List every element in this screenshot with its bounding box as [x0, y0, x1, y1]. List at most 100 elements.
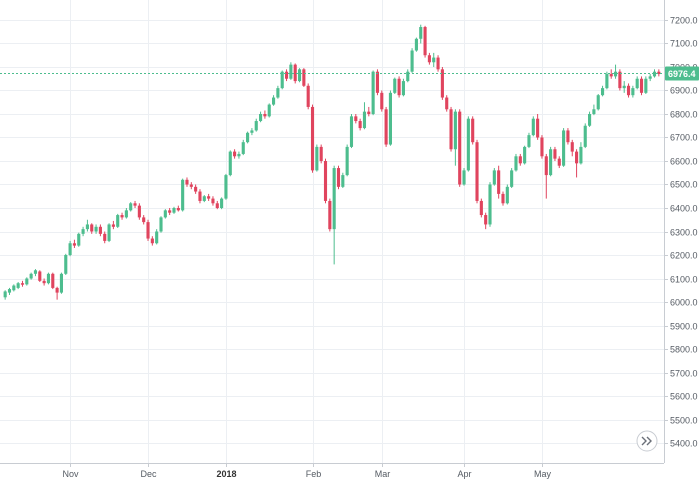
- candle-body: [202, 196, 206, 201]
- candle-body: [453, 111, 457, 150]
- x-tick-label: 2018: [216, 469, 236, 479]
- x-tick-label: Mar: [375, 469, 391, 479]
- candle-down: [380, 90, 384, 112]
- candle-body: [553, 149, 557, 159]
- candle-up: [652, 69, 657, 78]
- candle-down: [323, 158, 328, 204]
- candle-down: [146, 219, 150, 241]
- candle-up: [107, 223, 111, 243]
- candle-down: [544, 153, 548, 199]
- candle-body: [68, 243, 72, 256]
- candle-body: [46, 273, 51, 284]
- candle-up: [116, 213, 120, 228]
- candle-up: [129, 202, 133, 212]
- candle-down: [176, 205, 180, 212]
- candle-down: [570, 139, 574, 157]
- candle-body: [531, 118, 535, 136]
- candle-body: [181, 179, 185, 211]
- candle-body: [259, 113, 263, 122]
- y-tick-label: 5800.0: [670, 345, 698, 355]
- candle-body: [220, 198, 224, 208]
- candle-body: [388, 92, 392, 145]
- x-tick-label: Feb: [306, 469, 322, 479]
- candle-body: [33, 270, 38, 274]
- candle-body: [440, 69, 444, 98]
- candle-down: [484, 212, 488, 230]
- candle-up: [414, 37, 418, 52]
- candle-up: [46, 272, 51, 285]
- grid: [0, 0, 664, 463]
- candle-down: [103, 231, 107, 244]
- candle-up: [220, 197, 224, 210]
- candle-body: [51, 273, 55, 288]
- candle-body: [194, 186, 198, 192]
- candle-down: [90, 223, 94, 234]
- candle-body: [622, 85, 626, 89]
- candle-body: [492, 170, 496, 185]
- candle-body: [293, 64, 297, 82]
- candle-up: [393, 77, 397, 95]
- candle-up: [250, 128, 254, 136]
- candle-body: [163, 210, 167, 218]
- last-price-tag-bg: [665, 66, 699, 81]
- candle-down: [120, 212, 124, 220]
- candle-up: [644, 76, 648, 95]
- candle-up: [371, 70, 375, 116]
- candle-down: [397, 76, 401, 98]
- candle-up: [622, 81, 626, 93]
- x-axis: Nov Dec 2018 Feb Mar Apr May: [0, 463, 664, 479]
- candle-up: [237, 151, 241, 159]
- candle-down: [72, 239, 76, 248]
- candle-body: [189, 184, 193, 187]
- candle-up: [345, 144, 349, 177]
- candle-body: [648, 76, 652, 79]
- candle-body: [116, 215, 120, 227]
- candle-body: [414, 38, 418, 51]
- candle-down: [137, 203, 141, 220]
- candle-body: [168, 210, 172, 213]
- candle-body: [198, 191, 202, 201]
- candle-up: [280, 70, 284, 90]
- candle-body: [98, 226, 102, 234]
- candle-down: [354, 113, 358, 124]
- candle-body: [246, 132, 250, 143]
- candle-up: [202, 195, 206, 203]
- candle-body: [328, 200, 332, 230]
- x-tick-label: May: [534, 469, 552, 479]
- candle-up: [388, 90, 392, 146]
- candle-down: [449, 106, 453, 152]
- candle-down: [98, 224, 102, 237]
- candle-body: [375, 71, 380, 93]
- candle-down: [211, 196, 215, 206]
- candles: [3, 24, 661, 300]
- candle-body: [77, 233, 81, 246]
- candle-up: [410, 48, 414, 73]
- candle-up: [68, 240, 72, 257]
- candle-body: [241, 142, 245, 154]
- candle-body: [575, 151, 579, 164]
- candle-body: [284, 71, 289, 79]
- candle-up: [124, 207, 128, 219]
- candle-body: [211, 198, 215, 204]
- candle-up: [297, 68, 302, 83]
- candle-up: [527, 132, 531, 149]
- candle-up: [635, 76, 639, 90]
- candle-up: [514, 153, 518, 172]
- candle-down: [557, 156, 561, 169]
- y-tick-label: 6900.0: [670, 86, 698, 96]
- candle-body: [371, 71, 375, 114]
- candle-up: [362, 102, 367, 130]
- candle-body: [466, 118, 470, 171]
- candle-body: [129, 203, 133, 211]
- candle-up: [94, 224, 98, 234]
- candle-body: [393, 78, 397, 93]
- candle-body: [233, 151, 237, 157]
- candle-down: [497, 165, 501, 199]
- candle-up: [163, 209, 167, 219]
- candle-body: [471, 118, 475, 143]
- candle-down: [566, 128, 570, 145]
- candle-up: [181, 178, 185, 212]
- scroll-to-latest-button[interactable]: [636, 430, 658, 452]
